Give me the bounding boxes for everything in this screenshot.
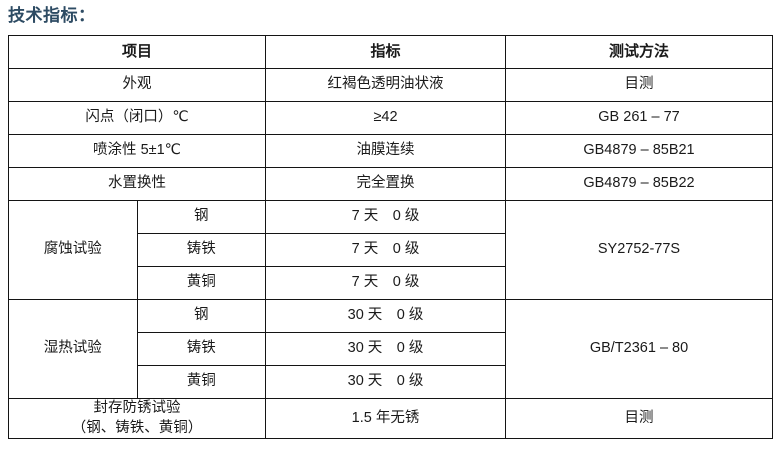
- technical-spec-table: 项目 指标 测试方法 外观 红褐色透明油状液 目测 闪点（闭口）℃ ≥42 GB…: [8, 35, 773, 440]
- cell-spec: ≥42: [265, 101, 506, 135]
- cell-spec: 红褐色透明油状液: [265, 68, 506, 102]
- cell-item-storage-test: 封存防锈试验 （钢、铸铁、黄铜）: [8, 397, 266, 440]
- cell-spec: 完全置换: [265, 167, 506, 201]
- table-row: 封存防锈试验 （钢、铸铁、黄铜） 1.5 年无锈 目测: [8, 397, 773, 440]
- cell-item-storage-test-line2: （钢、铸铁、黄铜）: [71, 419, 203, 436]
- cell-material-name: 钢: [136, 299, 266, 333]
- cell-material-name: 钢: [136, 200, 266, 234]
- table-row: 腐蚀试验 钢 7 天 0 级 SY2752-77S: [8, 200, 773, 300]
- cell-method: 目测: [505, 397, 773, 440]
- cell-spec: 30 天 0 级: [265, 299, 506, 333]
- page-title: 技术指标：: [8, 6, 96, 25]
- cell-spec: 7 天 0 级: [265, 200, 506, 234]
- cell-group-label-corrosion: 腐蚀试验: [8, 200, 138, 300]
- table-row: 黄铜 7 天 0 级: [9, 266, 773, 300]
- cell-material-name: 黄铜: [136, 365, 266, 399]
- table-row: 铸铁 30 天 0 级: [9, 332, 773, 366]
- table-row: 喷涂性 5±1℃ 油膜连续 GB4879 – 85B21: [8, 134, 773, 168]
- cell-item: 喷涂性 5±1℃: [8, 134, 266, 168]
- table-row: 湿热试验 钢 30 天 0 级 GB/T2361 – 80: [8, 299, 773, 399]
- table-header-row: 项目 指标 测试方法: [8, 35, 773, 69]
- table-row: 外观 红褐色透明油状液 目测: [8, 68, 773, 102]
- cell-material-name: 铸铁: [136, 332, 266, 366]
- cell-item: 闪点（闭口）℃: [8, 101, 266, 135]
- table-row: 铸铁 7 天 0 级: [9, 233, 773, 267]
- cell-item-storage-test-line1: 封存防锈试验: [93, 400, 181, 416]
- cell-item: 水置换性: [8, 167, 266, 201]
- cell-spec: 7 天 0 级: [265, 266, 506, 300]
- cell-method: 目测: [505, 68, 773, 102]
- table-row: 水置换性 完全置换 GB4879 – 85B22: [8, 167, 773, 201]
- cell-material-name: 铸铁: [136, 233, 266, 267]
- table-header: 项目 指标 测试方法: [8, 35, 773, 69]
- cell-method: GB4879 – 85B21: [505, 134, 773, 168]
- cell-spec: 7 天 0 级: [265, 233, 506, 267]
- cell-method-humidity: GB/T2361 – 80: [505, 299, 773, 399]
- column-header-method: 测试方法: [505, 35, 773, 69]
- cell-method: GB4879 – 85B22: [505, 167, 773, 201]
- table-row: 黄铜 30 天 0 级: [9, 365, 773, 399]
- cell-material-name: 黄铜: [136, 266, 266, 300]
- cell-spec: 30 天 0 级: [265, 365, 506, 399]
- column-header-item: 项目: [8, 35, 266, 69]
- cell-spec: 油膜连续: [265, 134, 506, 168]
- table-row: 闪点（闭口）℃ ≥42 GB 261 – 77: [8, 101, 773, 135]
- column-header-spec: 指标: [265, 35, 506, 69]
- cell-group-label-humidity: 湿热试验: [8, 299, 138, 399]
- table-body: 外观 红褐色透明油状液 目测 闪点（闭口）℃ ≥42 GB 261 – 77 喷…: [8, 68, 773, 440]
- cell-method: GB 261 – 77: [505, 101, 773, 135]
- cell-item: 外观: [8, 68, 266, 102]
- cell-spec: 1.5 年无锈: [265, 397, 506, 440]
- cell-spec: 30 天 0 级: [265, 332, 506, 366]
- cell-method-corrosion: SY2752-77S: [505, 200, 773, 300]
